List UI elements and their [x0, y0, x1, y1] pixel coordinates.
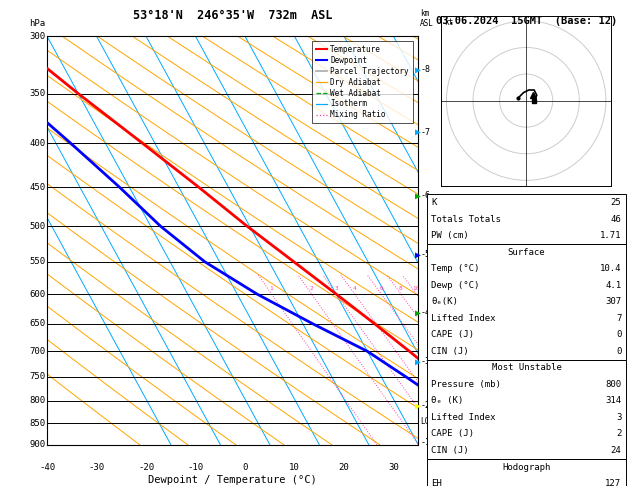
Text: ▶: ▶ — [415, 357, 421, 367]
Text: EH: EH — [431, 479, 442, 486]
Text: 30: 30 — [388, 463, 399, 472]
Text: 307: 307 — [605, 297, 621, 306]
Text: θₑ (K): θₑ (K) — [431, 397, 464, 405]
Text: 4: 4 — [353, 286, 357, 291]
Text: 20: 20 — [338, 463, 350, 472]
Text: Lifted Index: Lifted Index — [431, 413, 496, 422]
Text: Hodograph: Hodograph — [503, 463, 550, 471]
Text: 350: 350 — [29, 89, 45, 98]
Text: PW (cm): PW (cm) — [431, 231, 469, 240]
Text: 03.06.2024  15GMT  (Base: 12): 03.06.2024 15GMT (Base: 12) — [435, 16, 617, 26]
Text: 1: 1 — [270, 286, 274, 291]
Text: 7: 7 — [616, 314, 621, 323]
Text: 10: 10 — [413, 286, 420, 291]
Text: CIN (J): CIN (J) — [431, 347, 469, 356]
Text: 450: 450 — [29, 183, 45, 191]
Text: -2: -2 — [420, 401, 430, 410]
Text: Dewpoint / Temperature (°C): Dewpoint / Temperature (°C) — [148, 475, 317, 486]
Legend: Temperature, Dewpoint, Parcel Trajectory, Dry Adiabat, Wet Adiabat, Isotherm, Mi: Temperature, Dewpoint, Parcel Trajectory… — [312, 41, 413, 123]
Text: 2: 2 — [616, 430, 621, 438]
Text: 53°18'N  246°35'W  732m  ASL: 53°18'N 246°35'W 732m ASL — [133, 9, 333, 22]
Text: -1: -1 — [420, 438, 430, 447]
Text: 24: 24 — [611, 446, 621, 455]
Text: -40: -40 — [39, 463, 55, 472]
Text: 0: 0 — [616, 330, 621, 339]
Text: © weatheronline.co.uk: © weatheronline.co.uk — [474, 471, 579, 480]
Text: 700: 700 — [29, 347, 45, 356]
Text: K: K — [431, 198, 437, 207]
Text: -8: -8 — [420, 65, 430, 74]
Text: 300: 300 — [29, 32, 45, 41]
Text: -20: -20 — [138, 463, 154, 472]
Text: CAPE (J): CAPE (J) — [431, 430, 474, 438]
Text: km
ASL: km ASL — [420, 9, 434, 28]
Text: 1.71: 1.71 — [600, 231, 621, 240]
Text: ▶: ▶ — [415, 307, 421, 317]
Text: 850: 850 — [29, 419, 45, 428]
Text: CAPE (J): CAPE (J) — [431, 330, 474, 339]
Text: Surface: Surface — [508, 248, 545, 257]
Text: 46: 46 — [611, 215, 621, 224]
Text: 650: 650 — [29, 319, 45, 328]
Text: 800: 800 — [29, 397, 45, 405]
Text: LCL: LCL — [420, 417, 434, 426]
Text: 500: 500 — [29, 222, 45, 231]
Text: 2: 2 — [309, 286, 313, 291]
Text: 127: 127 — [605, 479, 621, 486]
Text: -7: -7 — [420, 127, 430, 137]
Text: 6: 6 — [379, 286, 383, 291]
Text: -10: -10 — [187, 463, 204, 472]
Text: 0: 0 — [616, 347, 621, 356]
Text: ▶: ▶ — [415, 400, 421, 411]
Text: ▶: ▶ — [415, 250, 421, 260]
Text: ▶: ▶ — [415, 191, 421, 200]
Text: -30: -30 — [89, 463, 104, 472]
Text: 900: 900 — [29, 440, 45, 449]
Text: 314: 314 — [605, 397, 621, 405]
Text: 10.4: 10.4 — [600, 264, 621, 273]
Text: θₑ(K): θₑ(K) — [431, 297, 459, 306]
Text: Dewp (°C): Dewp (°C) — [431, 281, 480, 290]
Text: 3: 3 — [335, 286, 338, 291]
Text: 10: 10 — [289, 463, 300, 472]
Text: Most Unstable: Most Unstable — [491, 364, 562, 372]
Text: Totals Totals: Totals Totals — [431, 215, 501, 224]
Text: 550: 550 — [29, 257, 45, 266]
Text: kt: kt — [444, 18, 453, 27]
Text: 800: 800 — [605, 380, 621, 389]
Text: hPa: hPa — [29, 19, 45, 28]
Text: Mixing Ratio (g/kg): Mixing Ratio (g/kg) — [452, 197, 460, 284]
Text: ▶: ▶ — [415, 65, 421, 75]
Text: 600: 600 — [29, 290, 45, 298]
Text: 3: 3 — [616, 413, 621, 422]
Text: Lifted Index: Lifted Index — [431, 314, 496, 323]
Text: -3: -3 — [420, 357, 430, 366]
Text: ▶: ▶ — [415, 127, 421, 137]
Text: -6: -6 — [420, 191, 430, 200]
Text: 400: 400 — [29, 139, 45, 148]
Text: 4.1: 4.1 — [605, 281, 621, 290]
Text: Pressure (mb): Pressure (mb) — [431, 380, 501, 389]
Text: Temp (°C): Temp (°C) — [431, 264, 480, 273]
Text: -5: -5 — [420, 250, 430, 260]
Text: CIN (J): CIN (J) — [431, 446, 469, 455]
Text: 25: 25 — [611, 198, 621, 207]
Text: -4: -4 — [420, 308, 430, 317]
Text: 8: 8 — [399, 286, 403, 291]
Text: 0: 0 — [242, 463, 248, 472]
Text: 750: 750 — [29, 372, 45, 382]
